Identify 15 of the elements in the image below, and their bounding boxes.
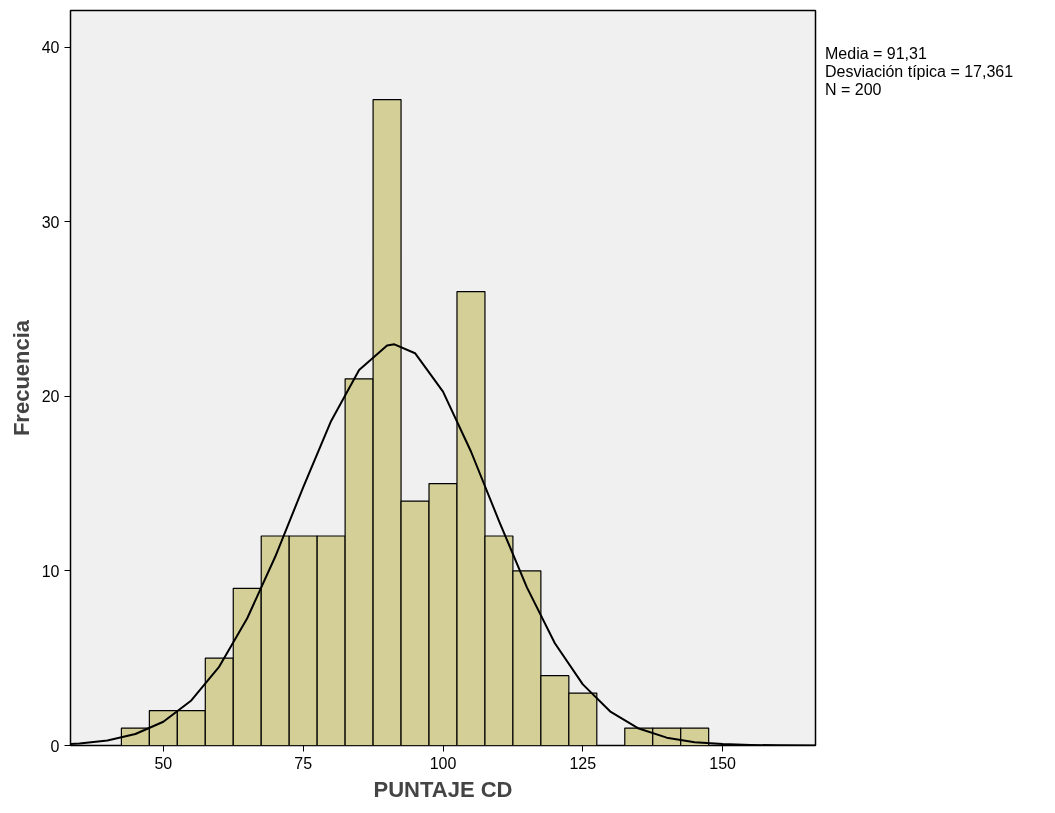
- x-tick-label: 100: [429, 754, 457, 772]
- text: Media = 91,31: [825, 45, 927, 62]
- y-tick-label: 10: [41, 562, 60, 580]
- y-axis-title: Frecuencia: [8, 319, 34, 437]
- x-tick-label: 50: [154, 754, 173, 772]
- x-tick-label: 150: [709, 754, 737, 772]
- y-tick-label: 20: [41, 388, 60, 406]
- y-tick-label: 40: [41, 39, 60, 57]
- x-axis-title: PUNTAJE CD: [373, 776, 513, 802]
- x-tick-label: 75: [294, 754, 313, 772]
- y-tick-label: 30: [41, 213, 60, 231]
- text: N = 200: [825, 81, 882, 98]
- x-tick-label: 125: [569, 754, 597, 772]
- text: Desviación típica = 17,361: [825, 63, 1014, 80]
- y-tick-label: 0: [50, 737, 60, 755]
